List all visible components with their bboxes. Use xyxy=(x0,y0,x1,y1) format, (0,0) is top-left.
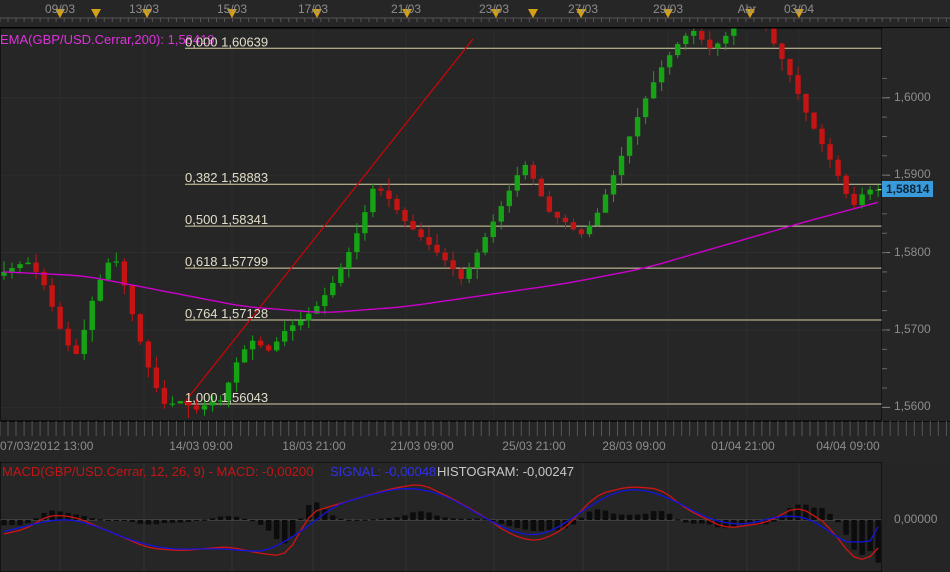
svg-text:0,618 1,57799: 0,618 1,57799 xyxy=(185,254,268,269)
svg-text:0,000 1,60639: 0,000 1,60639 xyxy=(185,34,268,49)
svg-text:0,382 1,58883: 0,382 1,58883 xyxy=(185,170,268,185)
svg-text:EMA(GBP/USD.Cerrar,200): 1,584: EMA(GBP/USD.Cerrar,200): 1,58419 xyxy=(0,32,215,47)
svg-text:1,000 1,56043: 1,000 1,56043 xyxy=(185,390,268,405)
svg-text:0,500 1,58341: 0,500 1,58341 xyxy=(185,212,268,227)
svg-text:0,764 1,57128: 0,764 1,57128 xyxy=(185,306,268,321)
